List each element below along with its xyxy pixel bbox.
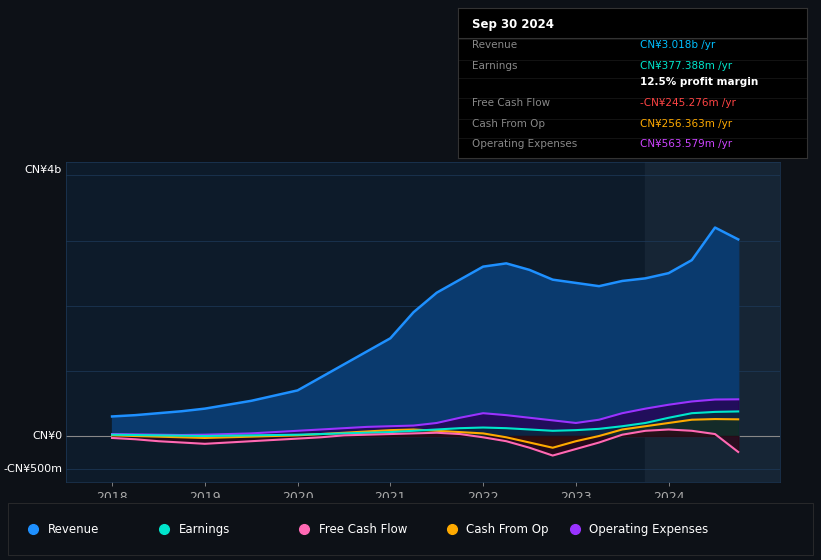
- Text: Operating Expenses: Operating Expenses: [589, 522, 709, 536]
- Bar: [645, 162, 780, 482]
- Text: Earnings: Earnings: [179, 522, 231, 536]
- Text: CN¥377.388m /yr: CN¥377.388m /yr: [640, 61, 732, 71]
- Text: -CN¥500m: -CN¥500m: [3, 464, 62, 474]
- Text: Sep 30 2024: Sep 30 2024: [472, 18, 554, 31]
- Text: Cash From Op: Cash From Op: [472, 119, 545, 129]
- Text: Free Cash Flow: Free Cash Flow: [472, 99, 550, 109]
- Text: CN¥256.363m /yr: CN¥256.363m /yr: [640, 119, 732, 129]
- Text: Cash From Op: Cash From Op: [466, 522, 548, 536]
- Text: CN¥4b: CN¥4b: [25, 165, 62, 175]
- Text: -CN¥245.276m /yr: -CN¥245.276m /yr: [640, 99, 736, 109]
- Text: Operating Expenses: Operating Expenses: [472, 139, 577, 149]
- Text: CN¥0: CN¥0: [32, 431, 62, 441]
- Text: CN¥563.579m /yr: CN¥563.579m /yr: [640, 139, 732, 149]
- Text: Earnings: Earnings: [472, 61, 517, 71]
- Text: Revenue: Revenue: [472, 40, 517, 50]
- Text: Revenue: Revenue: [48, 522, 99, 536]
- Text: 12.5% profit margin: 12.5% profit margin: [640, 77, 758, 87]
- Text: Free Cash Flow: Free Cash Flow: [319, 522, 407, 536]
- Text: CN¥3.018b /yr: CN¥3.018b /yr: [640, 40, 715, 50]
